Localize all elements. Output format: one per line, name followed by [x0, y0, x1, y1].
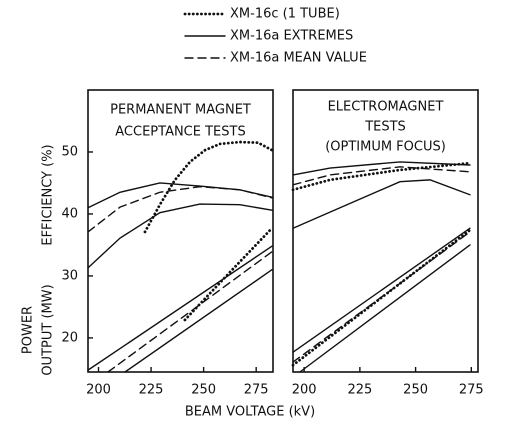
annotation: (OPTIMUM FOCUS): [325, 140, 446, 155]
data-line: [292, 227, 471, 353]
data-line: [292, 166, 471, 186]
y-axis-label: EFFICIENCY (%): [41, 144, 56, 245]
data-line: [87, 245, 273, 371]
data-line: [87, 182, 273, 209]
x-tick-label: 275: [459, 383, 484, 398]
y-tick-label: 30: [61, 268, 78, 283]
x-tick-label: 250: [403, 383, 428, 398]
data-line: [107, 251, 273, 373]
data-line: [292, 179, 471, 229]
legend-label: XM-16a MEAN VALUE: [230, 51, 367, 66]
data-line: [87, 185, 273, 233]
x-tick-label: 200: [86, 383, 111, 398]
data-line: [143, 140, 274, 234]
x-tick-label: 250: [191, 383, 216, 398]
left-panel-frame: [87, 89, 274, 373]
data-line: [292, 161, 471, 176]
y-axis-label: OUTPUT (MW): [41, 284, 56, 375]
legend-label: XM-16a EXTREMES: [230, 29, 353, 44]
x-tick-label: 225: [347, 383, 372, 398]
x-tick-label: 200: [292, 383, 317, 398]
data-line: [299, 244, 471, 373]
legend-label: XM-16c (1 TUBE): [230, 7, 340, 22]
annotation: TESTS: [364, 120, 406, 135]
y-tick-label: 20: [61, 330, 78, 345]
data-line: [124, 269, 273, 373]
right-panel-frame: [292, 89, 479, 373]
x-tick-label: 225: [139, 383, 164, 398]
annotation: PERMANENT MAGNET: [110, 103, 251, 118]
annotation: ACCEPTANCE TESTS: [115, 125, 245, 140]
data-line: [291, 228, 472, 367]
y-axis-label: POWER: [21, 306, 36, 354]
x-axis-label: BEAM VOLTAGE (kV): [185, 405, 315, 420]
x-tick-label: 275: [244, 383, 269, 398]
annotation: ELECTROMAGNET: [328, 100, 444, 115]
y-tick-label: 50: [61, 144, 78, 159]
data-line: [291, 161, 472, 192]
data-line: [183, 226, 274, 322]
y-tick-label: 40: [61, 206, 78, 221]
data-line: [87, 203, 273, 269]
